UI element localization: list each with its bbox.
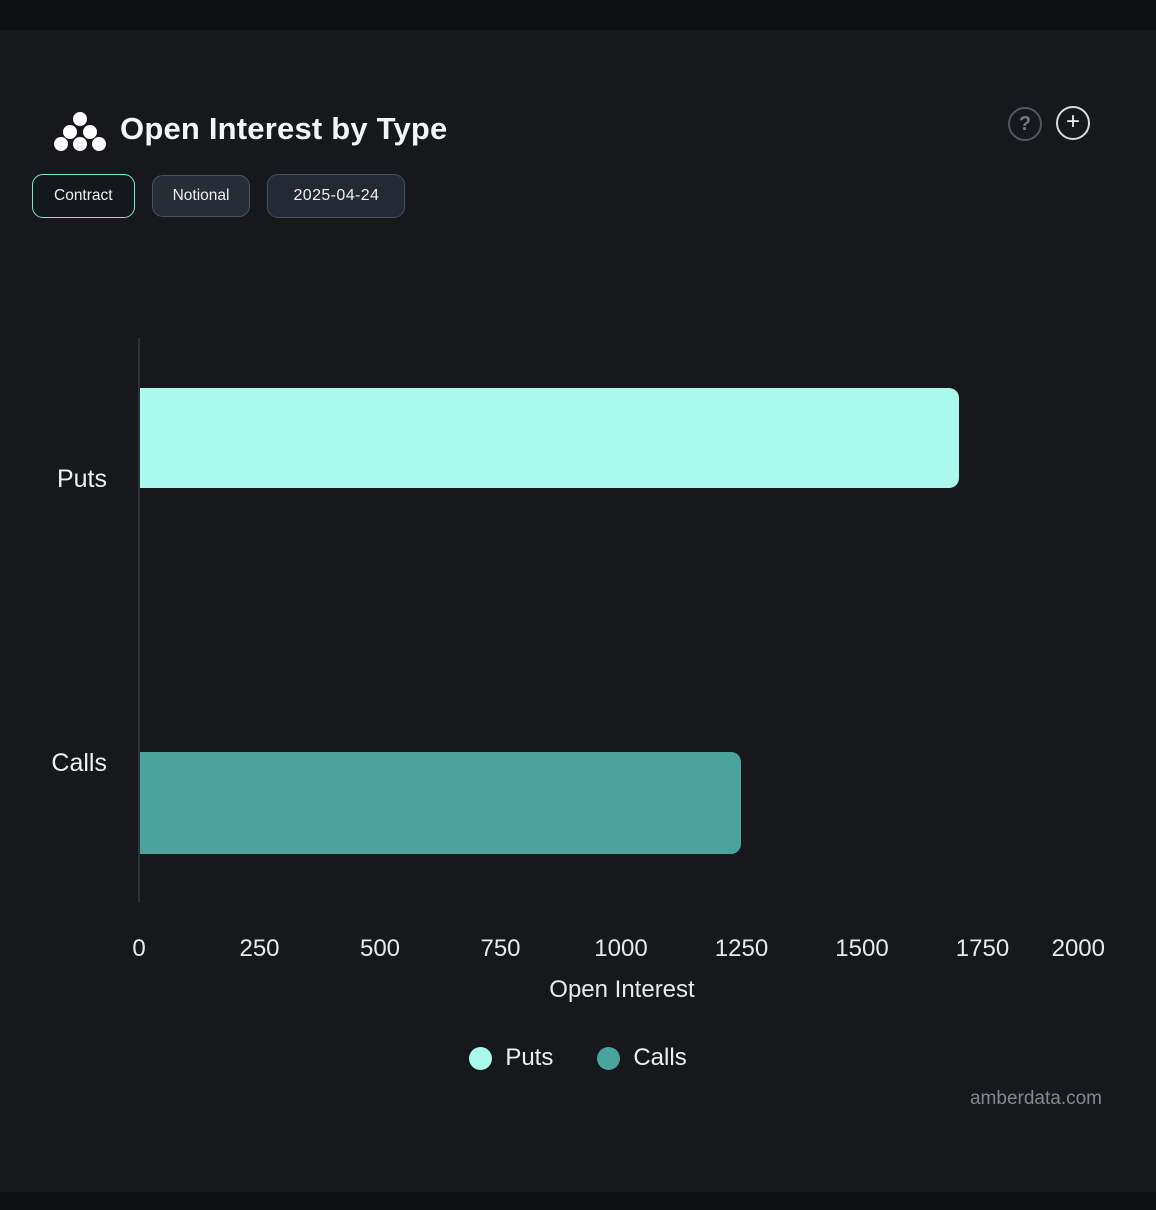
chart-legend: Puts Calls <box>0 1043 1156 1073</box>
y-axis-label-calls: Calls <box>51 749 107 777</box>
y-axis-line <box>138 338 140 903</box>
chart-panel: Open Interest by Type ? + Contract Notio… <box>0 30 1156 1192</box>
page-title: Open Interest by Type <box>120 111 448 146</box>
legend-swatch-calls-icon <box>597 1046 621 1070</box>
add-icon[interactable]: + <box>1056 106 1090 140</box>
help-icon[interactable]: ? <box>1008 107 1042 141</box>
bar-calls[interactable] <box>140 752 741 854</box>
chart-controls: Contract Notional 2025-04-24 <box>32 174 406 218</box>
legend-swatch-puts-icon <box>469 1046 493 1070</box>
question-mark-glyph: ? <box>1018 112 1032 135</box>
x-axis-tick-250: 250 <box>239 935 280 962</box>
x-axis-tick-1750: 1750 <box>955 935 1010 962</box>
x-axis-tick-1250: 1250 <box>714 935 769 962</box>
x-axis-tick-2000: 2000 <box>1051 935 1105 962</box>
legend-label-puts: Puts <box>505 1044 554 1071</box>
expiration-date-button[interactable]: 2025-04-24 <box>267 174 406 218</box>
plus-glyph: + <box>1065 108 1080 135</box>
bar-puts[interactable] <box>140 388 960 488</box>
amberdata-watermark: amberdata.com <box>969 1088 1102 1109</box>
y-axis-label-puts: Puts <box>56 465 107 493</box>
notional-toggle-button[interactable]: Notional <box>151 175 251 217</box>
x-axis-tick-750: 750 <box>480 935 521 962</box>
legend-item-calls[interactable]: Calls <box>597 1044 687 1072</box>
amberdata-logo-icon <box>54 112 106 151</box>
open-interest-bar-chart: Open Interest Puts Calls 0 250 500 750 1000 125… <box>0 30 1156 1210</box>
x-axis-tick-1500: 1500 <box>835 935 889 962</box>
x-axis-title: Open Interest <box>549 976 695 1003</box>
legend-label-calls: Calls <box>633 1044 687 1071</box>
legend-item-puts[interactable]: Puts <box>469 1044 553 1072</box>
x-axis-tick-0: 0 <box>132 935 146 962</box>
contract-toggle-button[interactable]: Contract <box>32 174 135 218</box>
x-axis-tick-500: 500 <box>359 935 401 962</box>
x-axis-tick-1000: 1000 <box>594 935 648 962</box>
